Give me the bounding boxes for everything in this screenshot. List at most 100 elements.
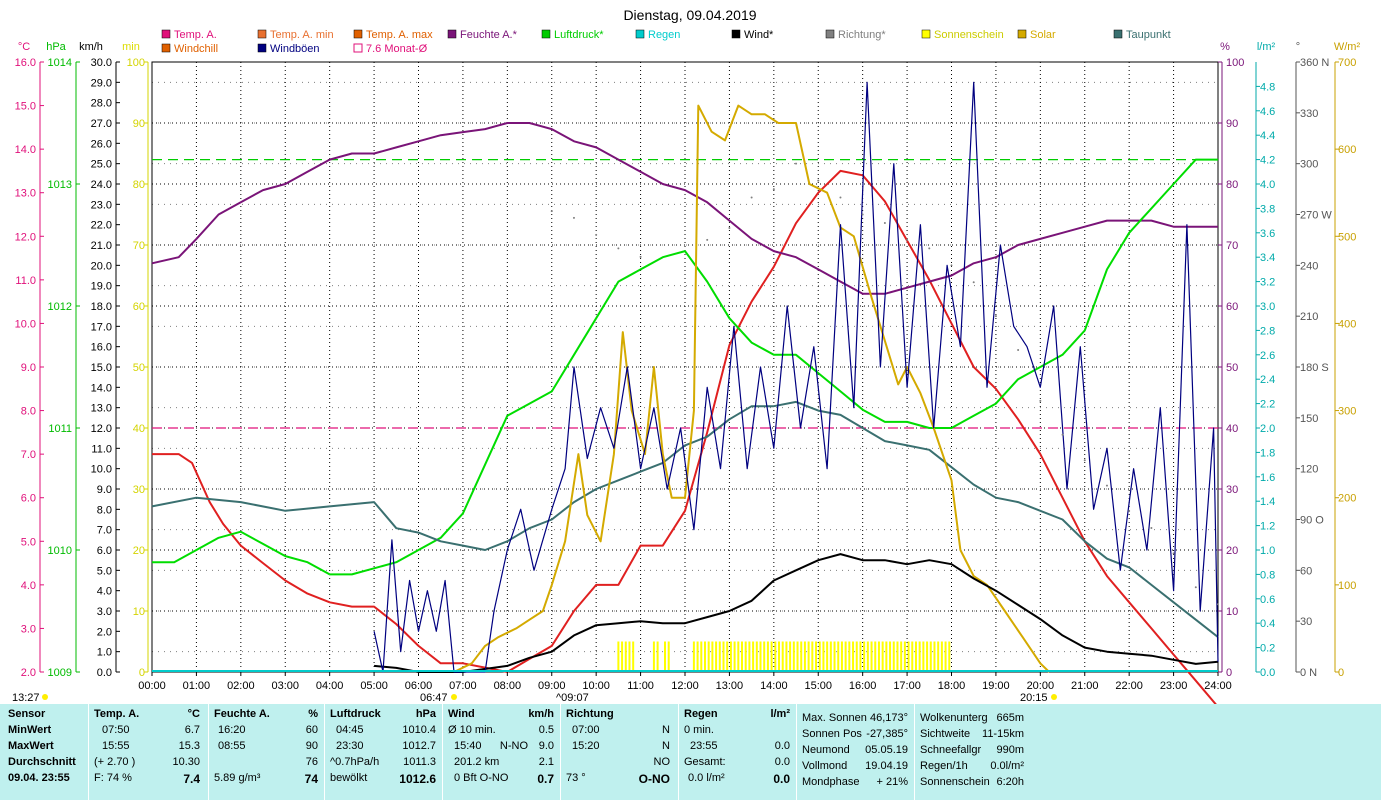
divider [88,704,89,800]
astro-value: + 21% [876,776,909,788]
temp-min-time: 07:50 [102,724,130,736]
pressure-axis-tick-label: 1010 [48,545,72,557]
rain-header: Regen [684,708,718,720]
wind-axis-tick-label: 13.0 [91,403,112,415]
wind-max-dir: N-NO [499,740,528,752]
direction-point [839,196,842,199]
rain-axis-tick-label: 3.8 [1260,203,1275,215]
direction-point [1061,433,1064,436]
legend-label: Richtung* [838,29,886,41]
astro-value: 05.05.19 [865,744,908,756]
direction-point [928,247,931,250]
rain-axis-tick-label: 4.4 [1260,130,1275,142]
dir-current: O-NO [638,772,670,786]
direction-axis-tick-label: 270 W [1300,210,1332,222]
stats-panel: Sensor MinWert MaxWert Durchschnitt 09.0… [0,704,1381,800]
wind-axis-tick-label: 6.0 [97,545,112,557]
time-markers: 13:27 06:47 ^09:07 20:15 [12,692,1057,704]
series-line-wind- [374,553,1219,673]
temp-max: 15.3 [178,740,200,752]
wind-axis-tick-label: 0.0 [97,667,112,679]
direction-point [950,264,953,267]
hum-header: Feuchte A. [214,708,270,720]
wind-axis-tick-label: 4.0 [97,586,112,598]
legend-label: 7.6 Monat-Ø [366,43,428,55]
divider [678,704,679,800]
dir-cur-note: 73 ° [566,772,586,784]
humidity-axis-tick-label: 90 [1226,118,1238,130]
misc-value: 990m [996,744,1024,756]
rain-unit: l/m² [770,708,790,720]
direction-point [550,210,553,213]
humidity-axis-tick-label: 20 [1226,545,1238,557]
rain-axis-tick-label: 2.0 [1260,423,1275,435]
rain-axis-tick-label: 4.8 [1260,81,1275,93]
legend-label: Temp. A. [174,29,217,41]
temp-axis-tick-label: 6.0 [21,493,36,505]
astro-label: Vollmond [802,760,848,772]
temp-axis-tick-label: 7.0 [21,449,36,461]
humidity-axis-tick-label: 0 [1226,667,1232,679]
hum-min: 60 [305,724,318,736]
temp-current: 7.4 [183,772,200,786]
series-line-feuchte-a- [151,122,1218,295]
wind-axis-tick-label: 7.0 [97,525,112,537]
row-label: MaxWert [8,740,54,752]
solar-axis-tick-label: 200 [1338,493,1356,505]
minutes-axis-tick-label: 20 [133,545,145,557]
minutes-axis-tick-label: 100 [127,57,145,69]
wind-axis-tick-label: 30.0 [91,57,112,69]
press-avg: 1011.3 [403,756,436,768]
hum-max: 90 [305,740,318,752]
direction-axis-tick-label: 360 N [1300,57,1329,69]
direction-axis-tick-label: 210 [1300,311,1318,323]
solar-axis-tick-label: 600 [1338,144,1356,156]
temp-axis-tick-label: 3.0 [21,623,36,635]
press-cur-note: bewölkt [330,772,368,784]
rain-axis-tick-label: 0.4 [1260,618,1275,630]
wind-axis-tick-label: 18.0 [91,301,112,313]
misc-value: 11-15km [982,728,1024,740]
x-tick-label: 11:00 [627,680,654,692]
divider [208,704,209,800]
direction-axis-tick-label: 90 O [1300,515,1324,527]
direction-point [1150,526,1153,529]
pressure-axis-tick-label: 1012 [48,301,72,313]
temp-max-time: 15:55 [102,740,130,752]
series-line-temp-a- [152,169,1217,704]
rain-max-time: 23:55 [690,740,718,752]
direction-axis-tick-label: 150 [1300,413,1318,425]
series-lines [151,81,1219,704]
direction-point [595,233,598,236]
humidity-axis-tick-label: 50 [1226,362,1238,374]
legend-label: Wind* [744,29,774,41]
rain-axis-tick-label: 4.0 [1260,179,1275,191]
astro-label: Sonnen Pos [802,728,862,740]
temp-header: Temp. A. [94,708,140,720]
legend-label: Feuchte A.* [460,29,518,41]
wind-axis-tick-label: 26.0 [91,138,112,150]
weather-chart: 00:00 01:00 02:00 03:00 04:00 05:00 06:00 07:00… [12,7,1360,704]
direction-point [994,315,997,318]
wind-axis-tick-label: 29.0 [91,77,112,89]
x-tick-label: 06:00 [405,680,433,692]
humidity-axis-tick-label: 60 [1226,301,1238,313]
wind-max-time: 15:40 [454,740,482,752]
hum-current: 74 [304,772,318,786]
direction-axis-tick-label: 120 [1300,464,1318,476]
wind-axis-tick-label: 21.0 [91,240,112,252]
x-tick-label: 04:00 [316,680,344,692]
temp-axis-tick-label: 13.0 [15,188,36,200]
astro-value: 19.04.19 [865,760,908,772]
legend-label: Temp. A. min [270,29,334,41]
astro-value: 46,173° [869,712,908,724]
temp-unit: °C [187,708,200,720]
direction-axis-tick-label: 0 N [1300,667,1317,679]
humidity-axis-tick-label: 70 [1226,240,1238,252]
legend-label: Taupunkt [1126,29,1171,41]
legend-label: Solar [1030,29,1056,41]
rain-axis-tick-label: 1.8 [1260,447,1275,459]
x-tick-label: 22:00 [1115,680,1143,692]
divider [914,704,915,800]
direction-point [883,221,886,224]
